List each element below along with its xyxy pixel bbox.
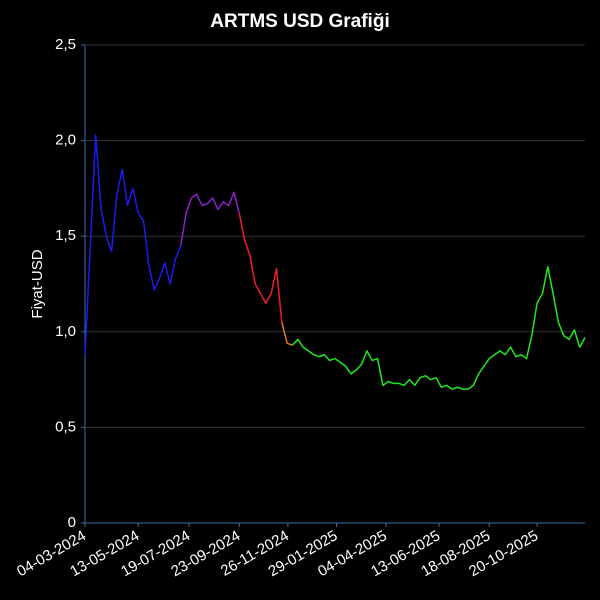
- y-tick-label: 0,5: [55, 418, 76, 435]
- price-line: [84, 134, 182, 355]
- y-tick-label: 2,5: [55, 36, 76, 53]
- y-tick-label: 1,0: [55, 323, 76, 340]
- chart-title: ARTMS USD Grafiği: [210, 11, 389, 32]
- y-tick-label: 2,0: [55, 132, 76, 149]
- price-line: [238, 213, 283, 323]
- price-line: [291, 266, 586, 390]
- y-axis-label: Fiyat-USD: [29, 249, 46, 318]
- price-line: [281, 322, 293, 346]
- y-tick-label: 0: [68, 514, 76, 531]
- y-tick-label: 1,5: [55, 227, 76, 244]
- price-line: [180, 191, 240, 246]
